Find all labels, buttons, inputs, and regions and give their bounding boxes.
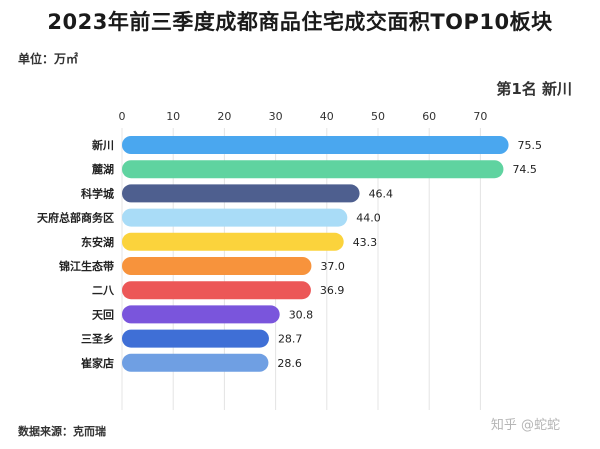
category-label: 麓湖 bbox=[92, 162, 114, 176]
watermark-text: 知乎 @蛇蛇 bbox=[490, 418, 560, 433]
bar bbox=[122, 281, 311, 300]
bar bbox=[122, 208, 348, 227]
category-label: 三圣乡 bbox=[81, 333, 114, 346]
x-tick-label: 0 bbox=[119, 110, 126, 123]
rank-note: 第1名 新川 bbox=[496, 80, 572, 98]
value-label: 75.5 bbox=[518, 139, 543, 152]
bar bbox=[122, 160, 504, 179]
bar bbox=[122, 329, 269, 348]
x-tick-label: 50 bbox=[371, 110, 385, 123]
bar bbox=[122, 257, 312, 275]
value-label: 46.4 bbox=[369, 187, 394, 200]
bar bbox=[122, 184, 360, 203]
x-tick-label: 20 bbox=[217, 110, 231, 123]
chart-title: 2023年前三季度成都商品住宅成交面积TOP10板块 bbox=[47, 10, 553, 34]
category-label: 新川 bbox=[92, 138, 114, 152]
category-label: 东安湖 bbox=[81, 235, 114, 249]
value-label: 44.0 bbox=[356, 212, 381, 225]
bar bbox=[122, 305, 280, 324]
value-label: 74.5 bbox=[512, 163, 537, 176]
x-axis: 0 10 20 30 40 50 60 70 bbox=[119, 110, 488, 123]
category-label: 天回 bbox=[92, 307, 114, 321]
value-label: 28.7 bbox=[278, 333, 303, 346]
value-label: 36.9 bbox=[320, 284, 345, 297]
category-label: 科学城 bbox=[81, 186, 114, 200]
value-label: 28.6 bbox=[277, 357, 302, 370]
bar bbox=[122, 136, 509, 154]
value-label: 37.0 bbox=[320, 260, 345, 273]
value-label: 30.8 bbox=[289, 308, 314, 321]
x-tick-label: 10 bbox=[166, 110, 180, 123]
x-tick-label: 30 bbox=[269, 110, 283, 123]
source-label: 数据来源：克而瑞 bbox=[18, 425, 106, 438]
category-label: 锦江生态带 bbox=[59, 259, 114, 273]
x-tick-label: 60 bbox=[422, 110, 436, 123]
value-label: 43.3 bbox=[353, 236, 378, 249]
category-label: 二八 bbox=[92, 284, 115, 297]
x-tick-label: 70 bbox=[473, 110, 487, 123]
bars: 新川 75.5 麓湖 74.5 科学城 46.4 天府总部商务区 44.0 东安湖 43.3 锦江生… bbox=[37, 136, 542, 372]
category-label: 崔家店 bbox=[80, 356, 114, 370]
category-label: 天府总部商务区 bbox=[37, 211, 114, 225]
x-tick-label: 40 bbox=[320, 110, 334, 123]
bar bbox=[122, 353, 269, 372]
bar bbox=[122, 232, 344, 251]
unit-label: 单位：万㎡ bbox=[18, 52, 79, 66]
